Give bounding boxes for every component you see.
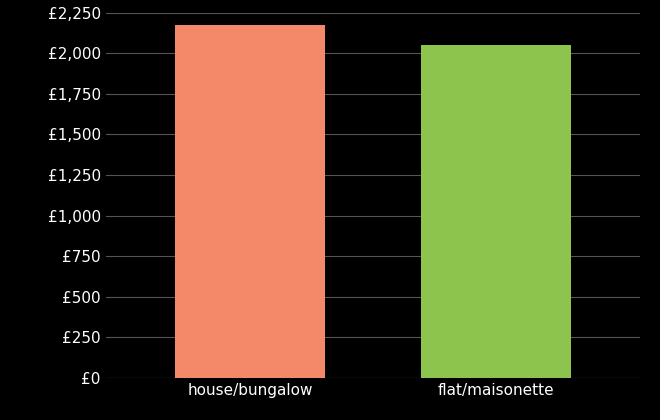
Bar <box>175 25 325 378</box>
Bar <box>421 45 571 378</box>
